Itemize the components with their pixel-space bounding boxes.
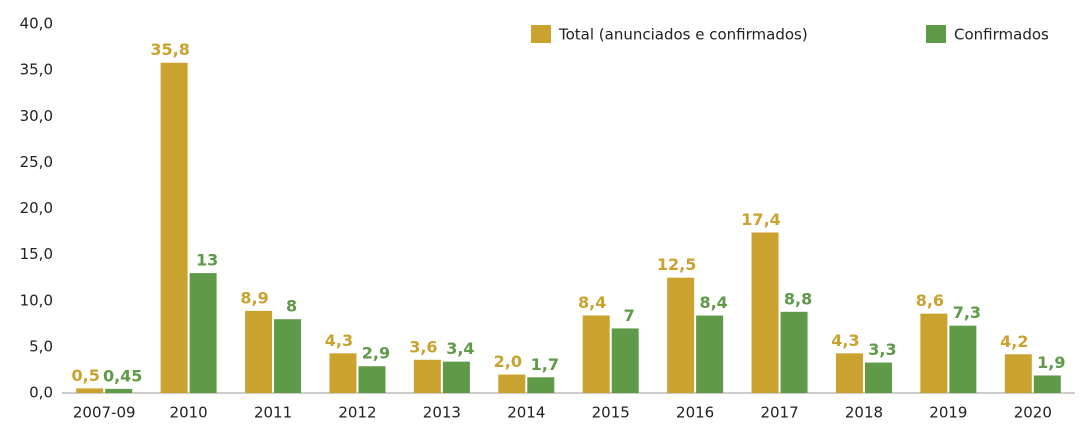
value-label: 8,4 <box>578 293 606 312</box>
x-tick-label: 2017 <box>760 404 798 422</box>
bar <box>274 319 302 393</box>
y-tick-label: 20,0 <box>20 199 53 217</box>
value-label: 4,3 <box>831 331 859 350</box>
value-label: 8,4 <box>699 293 727 312</box>
bar <box>245 310 273 393</box>
bar <box>611 328 639 393</box>
legend-label: Total (anunciados e confirmados) <box>558 26 808 44</box>
x-tick-label: 2012 <box>338 404 376 422</box>
bar <box>189 273 217 393</box>
bar <box>498 374 526 393</box>
value-label: 8,6 <box>916 291 944 310</box>
x-tick-label: 2018 <box>845 404 883 422</box>
value-label: 12,5 <box>657 255 696 274</box>
bar <box>160 62 188 394</box>
x-tick-label: 2014 <box>507 404 545 422</box>
y-tick-label: 5,0 <box>29 337 53 355</box>
y-tick-label: 0,0 <box>29 384 53 402</box>
value-label: 3,3 <box>868 340 896 359</box>
y-tick-label: 25,0 <box>20 153 53 171</box>
bar <box>329 353 357 393</box>
value-label: 17,4 <box>741 210 780 229</box>
bar <box>920 313 948 393</box>
x-tick-label: 2010 <box>170 404 208 422</box>
legend-label: Confirmados <box>954 26 1049 44</box>
bar <box>1033 375 1061 393</box>
value-label: 0,45 <box>103 366 142 385</box>
value-label: 8 <box>286 297 297 316</box>
value-label: 1,9 <box>1037 353 1065 372</box>
x-tick-label: 2007-09 <box>73 404 136 422</box>
legend-swatch <box>926 25 946 43</box>
bar <box>527 377 555 393</box>
value-label: 8,8 <box>784 289 812 308</box>
value-label: 4,3 <box>325 331 353 350</box>
y-tick-label: 15,0 <box>20 245 53 263</box>
value-label: 7,3 <box>953 303 981 322</box>
bar <box>751 232 779 393</box>
y-tick-label: 10,0 <box>20 291 53 309</box>
bar <box>1004 354 1032 393</box>
value-label: 8,9 <box>240 288 268 307</box>
x-tick-label: 2020 <box>1014 404 1052 422</box>
bar <box>864 362 892 393</box>
value-label: 35,8 <box>150 40 189 59</box>
bar <box>358 366 386 393</box>
bar <box>413 359 441 393</box>
legend-swatch <box>531 25 551 43</box>
value-label: 0,5 <box>72 366 100 385</box>
value-label: 2,9 <box>362 344 390 363</box>
x-tick-label: 2011 <box>254 404 292 422</box>
bar <box>780 311 808 393</box>
x-tick-label: 2019 <box>929 404 967 422</box>
x-tick-label: 2015 <box>592 404 630 422</box>
bar <box>835 353 863 393</box>
value-label: 1,7 <box>531 355 559 374</box>
y-tick-label: 30,0 <box>20 107 53 125</box>
bar <box>76 388 104 393</box>
value-label: 13 <box>196 251 218 270</box>
bar <box>949 325 977 393</box>
value-label: 2,0 <box>494 352 522 371</box>
value-label: 4,2 <box>1000 332 1028 351</box>
bar <box>667 277 695 393</box>
bar <box>582 315 610 393</box>
bar <box>105 388 133 393</box>
value-label: 3,4 <box>446 339 474 358</box>
value-label: 3,6 <box>409 337 437 356</box>
y-tick-label: 35,0 <box>20 61 53 79</box>
bar <box>696 315 724 393</box>
x-tick-label: 2013 <box>423 404 461 422</box>
value-label: 7 <box>624 306 635 325</box>
y-tick-label: 40,0 <box>20 15 53 33</box>
bar <box>442 361 470 393</box>
x-tick-label: 2016 <box>676 404 714 422</box>
